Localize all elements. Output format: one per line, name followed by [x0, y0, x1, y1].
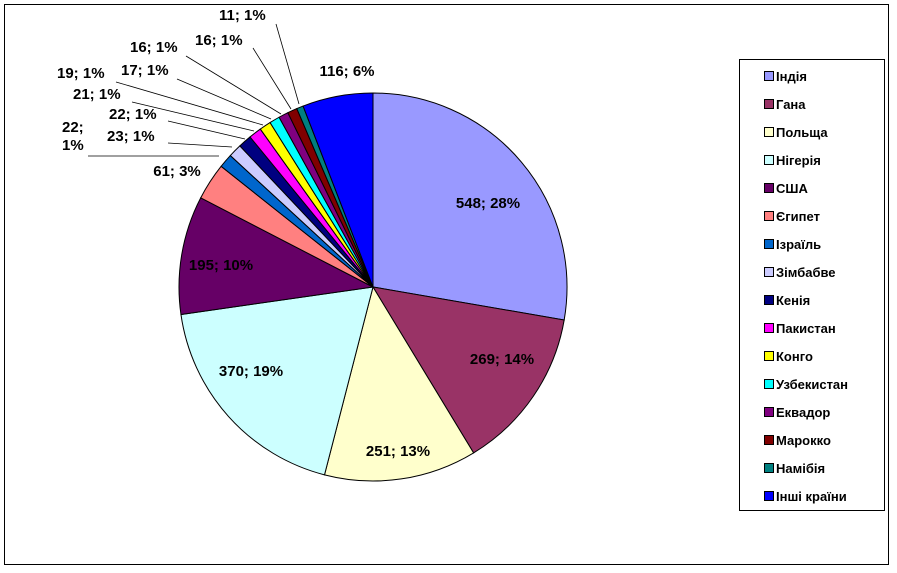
data-label-4: 370; 19%	[219, 363, 283, 380]
legend-label: Марокко	[776, 432, 831, 448]
legend-swatch	[764, 155, 774, 165]
legend-label: США	[776, 180, 808, 196]
data-label-12: 17; 1%	[121, 62, 169, 79]
legend-item-10: Пакистан	[764, 320, 836, 336]
pie-slice-16	[302, 92, 374, 288]
data-label-10: 21; 1%	[73, 86, 121, 103]
legend-swatch	[764, 407, 774, 417]
legend-item-4: Нігерія	[764, 152, 821, 168]
legend-item-13: Еквадор	[764, 404, 830, 420]
legend-item-6: Єгипет	[764, 208, 820, 224]
legend-swatch	[764, 435, 774, 445]
leader-line-14	[252, 47, 292, 110]
legend-swatch	[764, 323, 774, 333]
leader-line-12	[176, 78, 272, 120]
legend-swatch	[764, 183, 774, 193]
data-label-5: 195; 10%	[189, 257, 253, 274]
legend-item-16: Інші країни	[764, 488, 847, 504]
legend-label: Еквадор	[776, 404, 831, 420]
data-label-15: 11; 1%	[219, 7, 266, 24]
legend-label: Зімбабве	[776, 264, 836, 280]
legend-item-5: США	[764, 180, 808, 196]
legend-swatch	[764, 127, 774, 137]
legend-swatch	[764, 211, 774, 221]
legend-label: Пакистан	[776, 320, 836, 336]
legend-swatch	[764, 463, 774, 473]
legend-item-14: Марокко	[764, 432, 831, 448]
legend-item-9: Кенія	[764, 292, 810, 308]
data-label-11: 19; 1%	[57, 65, 105, 82]
leader-line-15	[275, 23, 300, 105]
legend-label: Гана	[776, 96, 806, 112]
legend-item-12: Узбекистан	[764, 376, 848, 392]
legend-swatch	[764, 491, 774, 501]
leader-line-10	[131, 101, 255, 132]
leader-line-13	[185, 55, 282, 115]
data-label-7: 23; 1%	[107, 128, 155, 145]
data-label-1: 548; 28%	[456, 195, 520, 212]
legend-swatch	[764, 267, 774, 277]
legend-label: Намібія	[776, 460, 826, 476]
legend-swatch	[764, 379, 774, 389]
data-label-3: 251; 13%	[366, 443, 430, 460]
legend-label: Польща	[776, 124, 828, 140]
legend-item-1: Індія	[764, 68, 807, 84]
legend-swatch	[764, 99, 774, 109]
legend-item-3: Польща	[764, 124, 828, 140]
legend-item-11: Конго	[764, 348, 813, 364]
legend-label: Єгипет	[776, 208, 820, 224]
legend: Індія Гана Польща Нігерія США Єгипет Ізраїль Зі…	[739, 59, 885, 511]
legend-item-2: Гана	[764, 96, 806, 112]
pie-slice-3	[323, 285, 475, 482]
legend-label: Кенія	[776, 292, 811, 308]
legend-swatch	[764, 295, 774, 305]
legend-label: Індія	[776, 68, 807, 84]
data-label-2: 269; 14%	[470, 351, 534, 368]
data-label-6: 61; 3%	[153, 163, 201, 180]
data-label-16: 116; 6%	[319, 63, 374, 80]
leader-line-11	[115, 81, 264, 126]
data-label-9: 22; 1%	[62, 119, 84, 154]
legend-swatch	[764, 351, 774, 361]
data-label-8: 22; 1%	[109, 106, 157, 123]
pie-slice-2	[372, 286, 565, 454]
legend-swatch	[764, 239, 774, 249]
pie-slice-1	[372, 92, 568, 321]
legend-item-7: Ізраїль	[764, 236, 821, 252]
legend-label: Інші країни	[776, 488, 847, 504]
legend-item-15: Намібія	[764, 460, 825, 476]
legend-label: Нігерія	[776, 152, 821, 168]
legend-label: Узбекистан	[776, 376, 849, 392]
legend-label: Ізраїль	[776, 236, 822, 252]
legend-swatch	[764, 71, 774, 81]
leader-line-8	[167, 120, 246, 140]
data-label-13: 16; 1%	[130, 39, 178, 56]
leader-line-7	[167, 142, 233, 148]
legend-label: Конго	[776, 348, 813, 364]
legend-item-8: Зімбабве	[764, 264, 836, 280]
pie-slice-4	[180, 286, 374, 476]
pie-slice-5	[178, 197, 375, 316]
data-label-14: 16; 1%	[195, 32, 243, 49]
